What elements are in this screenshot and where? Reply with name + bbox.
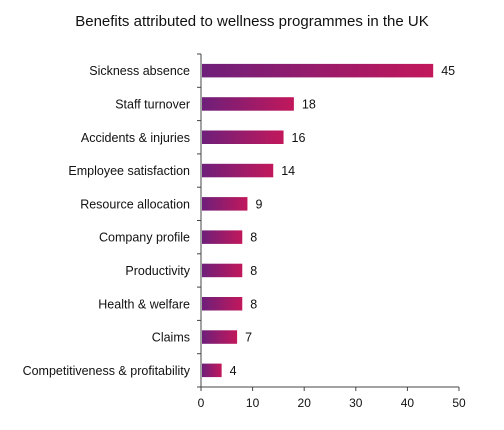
bar <box>202 130 284 144</box>
bar <box>202 263 243 278</box>
chart-title: Benefits attributed to wellness programm… <box>75 13 429 30</box>
category-label: Productivity <box>125 264 190 278</box>
bar <box>202 197 248 211</box>
bar <box>202 230 243 244</box>
category-label: Accidents & injuries <box>81 131 190 145</box>
category-label: Employee satisfaction <box>68 164 190 178</box>
value-label: 8 <box>250 264 257 278</box>
category-label: Sickness absence <box>89 64 190 78</box>
x-tick-label: 50 <box>452 396 466 410</box>
value-label: 7 <box>245 331 252 345</box>
category-label: Company profile <box>99 231 190 245</box>
value-label: 4 <box>230 364 237 378</box>
x-tick-label: 0 <box>198 396 205 410</box>
x-tick-label: 30 <box>349 396 363 410</box>
bar <box>202 63 434 78</box>
bar <box>202 97 294 111</box>
value-label: 8 <box>250 231 257 245</box>
value-label: 9 <box>255 197 262 211</box>
x-tick-label: 40 <box>401 396 415 410</box>
plot-area: 0 10 20 30 40 50 Sickness absence 45 Staff turno… <box>23 53 466 410</box>
value-label: 14 <box>281 164 295 178</box>
value-label: 18 <box>302 97 316 111</box>
category-label: Competitiveness & profitability <box>23 364 191 378</box>
bar <box>202 363 222 378</box>
value-label: 45 <box>441 64 455 78</box>
category-label: Claims <box>152 331 190 345</box>
x-tick-label: 10 <box>246 396 260 410</box>
category-label: Staff turnover <box>115 97 190 111</box>
value-label: 8 <box>250 297 257 311</box>
category-label: Resource allocation <box>80 197 190 211</box>
x-tick-label: 20 <box>298 396 312 410</box>
bar <box>202 163 274 178</box>
category-label: Health & welfare <box>98 297 190 311</box>
bar <box>202 297 243 311</box>
value-label: 16 <box>292 131 306 145</box>
bar <box>202 330 238 344</box>
